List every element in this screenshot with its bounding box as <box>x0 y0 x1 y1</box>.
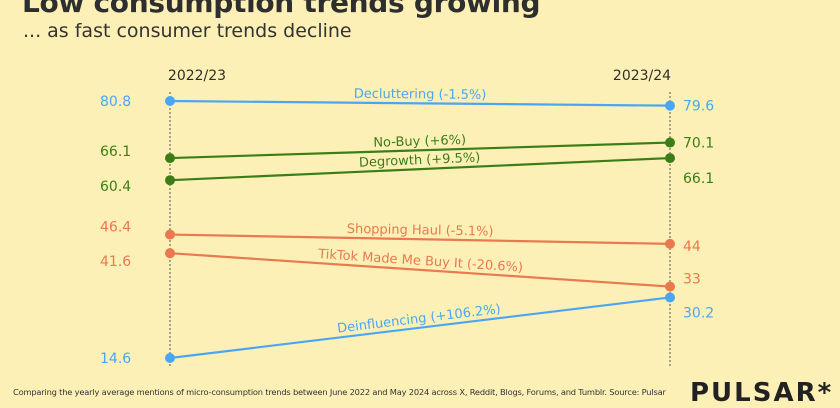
value-label-right: 33 <box>683 272 701 288</box>
data-point <box>165 175 175 186</box>
series-label: No-Buy (+6%) <box>373 133 466 151</box>
data-point <box>665 292 675 303</box>
x-label-right: 2023/24 <box>613 68 671 84</box>
series-line <box>169 296 671 360</box>
series-line <box>169 252 671 288</box>
pulsar-logo: PULSAR* <box>690 378 834 408</box>
data-point <box>665 100 675 111</box>
series-line <box>169 99 671 107</box>
series-label: TikTok Made Me Buy It (-20.6%) <box>317 247 524 276</box>
data-point <box>165 153 175 164</box>
series-label: Shopping Haul (-5.1%) <box>347 222 494 240</box>
value-label-left: 41.6 <box>100 254 131 270</box>
data-point <box>665 238 675 249</box>
series-line <box>169 156 671 182</box>
value-label-right: 79.6 <box>683 99 714 115</box>
value-label-left: 14.6 <box>100 351 131 367</box>
value-label-right: 44 <box>683 239 701 255</box>
data-point <box>665 281 675 292</box>
series-line <box>169 233 671 245</box>
data-point <box>165 353 175 363</box>
data-point <box>165 229 175 240</box>
value-label-left: 66.1 <box>100 144 131 160</box>
value-label-right: 70.1 <box>683 136 714 152</box>
series-line <box>169 141 671 160</box>
footer-note: Comparing the yearly average mentions of… <box>13 387 666 397</box>
series-label: Deinfluencing (+106.2%) <box>336 302 501 337</box>
data-point <box>165 248 175 259</box>
value-label-right: 66.1 <box>683 171 714 187</box>
value-label-left: 80.8 <box>100 94 131 110</box>
chart-title: Low consumption trends growing <box>22 0 541 19</box>
series-label: Degrowth (+9.5%) <box>359 150 481 170</box>
value-label-left: 60.4 <box>100 179 131 195</box>
series-label: Decluttering (-1.5%) <box>354 87 487 103</box>
data-point <box>665 137 675 148</box>
value-label-left: 46.4 <box>100 220 131 236</box>
x-label-left: 2022/23 <box>168 68 226 84</box>
value-label-right: 30.2 <box>683 305 714 321</box>
data-point <box>665 153 675 164</box>
chart-subtitle: ... as fast consumer trends decline <box>23 20 352 42</box>
data-point <box>165 96 175 106</box>
